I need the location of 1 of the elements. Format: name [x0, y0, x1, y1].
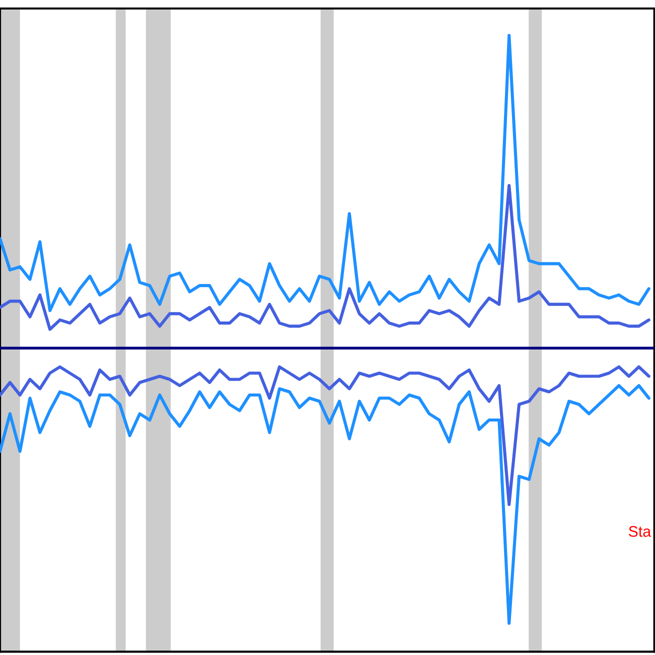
annotation: Sta — [628, 526, 652, 537]
